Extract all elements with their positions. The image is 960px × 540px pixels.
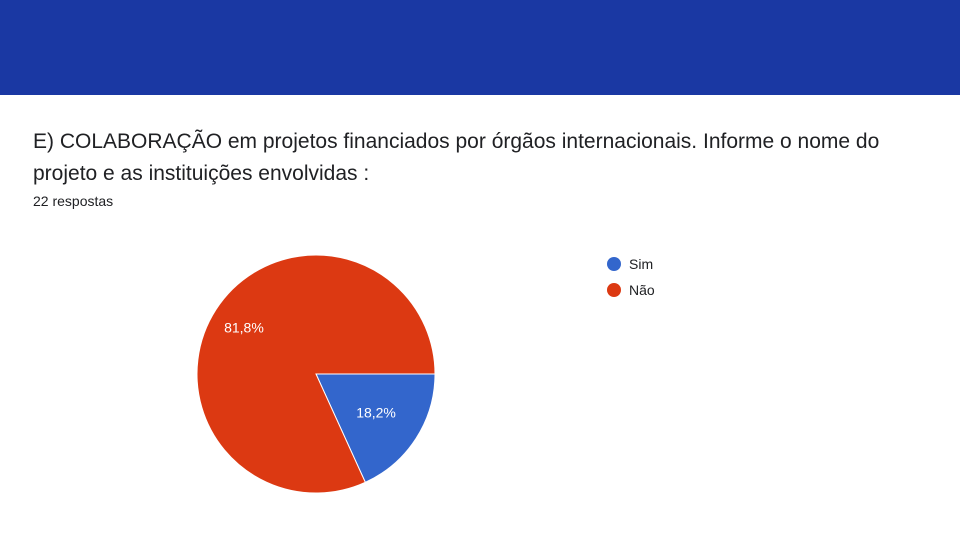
- question-title: E) COLABORAÇÃO em projetos financiados p…: [33, 130, 880, 185]
- pie-label-sim: 18,2%: [356, 405, 396, 421]
- pie-slices: [196, 254, 436, 494]
- legend-label-sim: Sim: [629, 256, 654, 272]
- pie-slice-sim: [315, 373, 436, 483]
- pie-slice-nao: [196, 254, 436, 494]
- legend-swatch-sim: [607, 257, 621, 271]
- pie-labels: 18,2% 81,8%: [224, 320, 396, 421]
- legend: Sim Não: [607, 251, 655, 303]
- pie-label-nao: 81,8%: [224, 320, 264, 336]
- header-band: [0, 0, 960, 95]
- legend-item-sim: Sim: [607, 251, 655, 277]
- response-count: 22 respostas: [33, 193, 114, 209]
- legend-label-nao: Não: [629, 282, 655, 298]
- legend-swatch-nao: [607, 283, 621, 297]
- legend-item-nao: Não: [607, 277, 655, 303]
